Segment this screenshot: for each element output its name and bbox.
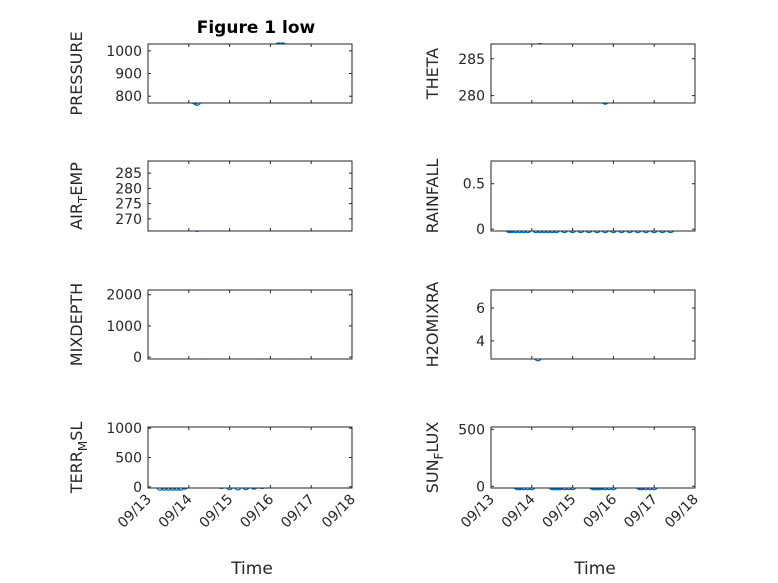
y-tick-label: 285	[115, 166, 142, 182]
y-axis-label: MIXDEPTH	[67, 283, 86, 366]
y-axis-label: PRESSURE	[67, 31, 86, 115]
y-tick-label: 0	[476, 479, 485, 495]
axes-frame	[490, 43, 696, 104]
y-tick-label: 900	[115, 67, 142, 83]
axes-frame	[147, 160, 353, 232]
y-axis-label: THETA	[423, 48, 442, 100]
y-tick-label: 275	[115, 197, 142, 213]
y-tick-label: 800	[115, 89, 142, 105]
axes-frame	[490, 289, 696, 360]
y-axis-label: SUNFLUX	[423, 422, 446, 494]
x-axis-label-left: Time	[230, 559, 273, 579]
axes-frame	[147, 289, 353, 360]
y-axis-label: RAINFALL	[423, 159, 442, 234]
axes-frame	[147, 426, 353, 489]
subplot-2: 280 285 THETA	[423, 42, 696, 105]
y-tick-label: 0	[133, 350, 142, 366]
y-tick-label: 500	[458, 422, 485, 438]
y-tick-label: 270	[115, 212, 142, 228]
y-tick-label: 285	[458, 52, 485, 68]
axes-frame	[490, 160, 696, 232]
y-tick-label: 6	[476, 301, 485, 317]
y-tick-label: 0.5	[463, 177, 485, 193]
y-tick-label: 0	[133, 480, 142, 496]
subplot-4: 0 0.5 RAINFALL	[423, 159, 696, 238]
y-tick-label: 4	[476, 334, 485, 350]
figure-title: Figure 1 low	[197, 18, 316, 38]
y-tick-label: 1000	[106, 44, 142, 60]
y-axis-label: AIRTEMP	[67, 162, 90, 230]
y-tick-label: 1000	[106, 319, 142, 335]
y-axis-label: H2OMIXRA	[423, 282, 442, 368]
subplot-5: 0 1000 2000 MIXDEPTH	[67, 283, 353, 366]
y-tick-label: 2000	[106, 288, 142, 304]
subplot-6: 4 6 H2OMIXRA	[423, 282, 696, 368]
axes-frame	[490, 426, 696, 489]
y-tick-label: 280	[458, 89, 485, 105]
axes-frame	[147, 43, 353, 104]
y-tick-label: 0	[476, 222, 485, 238]
y-tick-label: 500	[115, 451, 142, 467]
y-tick-label: 280	[115, 181, 142, 197]
subplot-1: 800 900 1000 PRESSURE	[67, 31, 353, 116]
y-tick-label: 1000	[106, 421, 142, 437]
y-axis-label: TERRMSL	[67, 422, 90, 495]
x-axis-label-right: Time	[573, 559, 616, 579]
